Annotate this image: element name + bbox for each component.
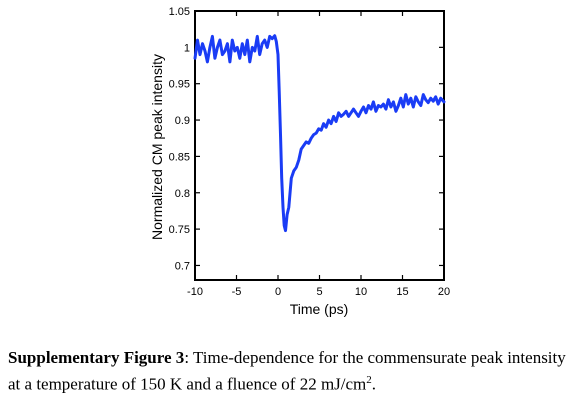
y-tick-label: 0.85: [169, 151, 190, 163]
x-tick-label: 20: [438, 286, 450, 298]
y-tick-label: 0.75: [169, 224, 190, 236]
caption-label: Supplementary Figure 3: [8, 348, 185, 367]
y-axis-label: Normalized CM peak intensity: [149, 54, 165, 240]
y-tick-label: 1.05: [169, 6, 190, 18]
y-tick-label: 0.95: [169, 79, 190, 91]
y-tick-label: 0.9: [175, 115, 190, 127]
series-line: [193, 34, 446, 233]
y-tick-label: 0.7: [175, 260, 190, 272]
chart: -10 -5 0 5 10 15 200.70.750.80.850.90.9511.05 …: [149, 6, 451, 317]
x-axis-label: Time (ps): [290, 301, 349, 317]
y-tick-label: 0.8: [175, 188, 190, 200]
x-tick-label: 5: [316, 286, 322, 298]
caption-end: .: [371, 374, 377, 394]
x-tick-label: 10: [355, 286, 367, 298]
x-tick-label: 0: [275, 286, 281, 298]
caption-text: : Time-dependence for the commensurate p…: [8, 348, 566, 394]
x-tick-label: -10: [187, 286, 203, 298]
x-tick-label: -5: [232, 286, 242, 298]
caption-superscript: 2: [366, 374, 372, 386]
x-tick-label: 15: [396, 286, 408, 298]
figure-caption: Supplementary Figure 3: Time-dependence …: [8, 346, 580, 396]
plot-area: -10 -5 0 5 10 15 20 0.7 0.75 0.8 0.85 0.9 0.95 1 1.05: [169, 6, 451, 298]
y-tick-label: 1: [184, 42, 190, 54]
